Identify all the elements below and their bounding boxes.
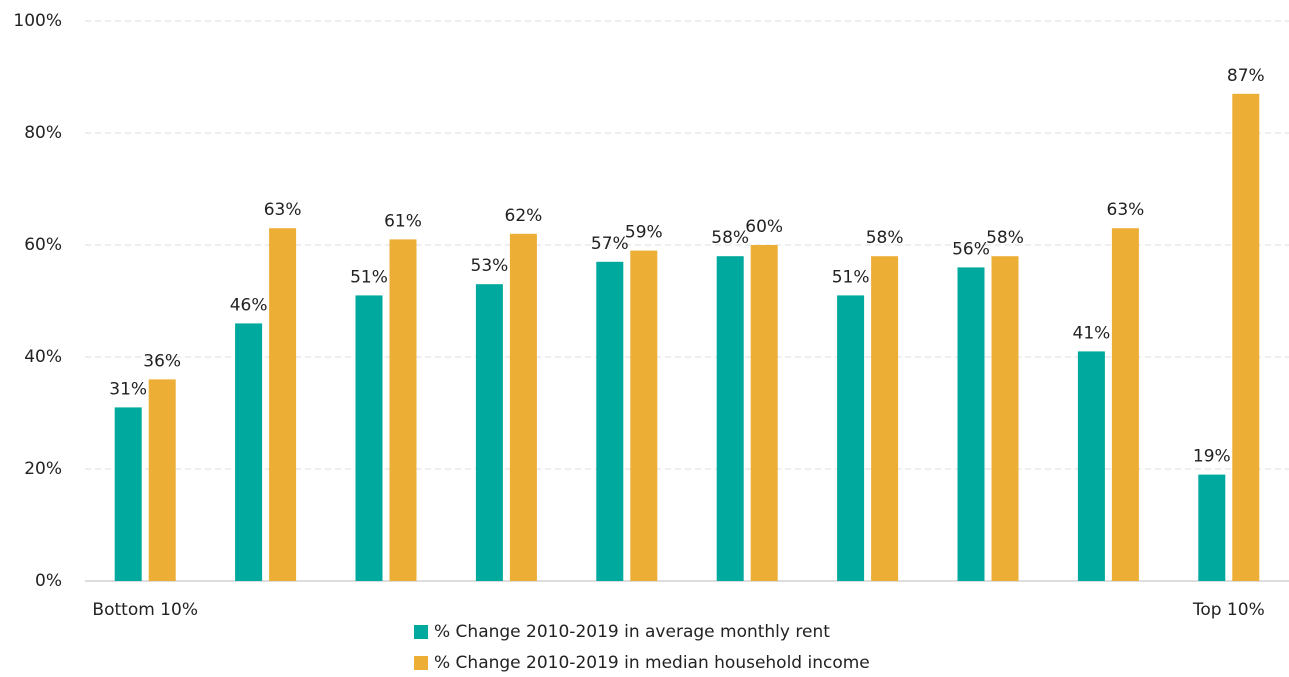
x-tick-label: Top 10% [1192, 600, 1265, 620]
legend-swatch [414, 656, 428, 670]
bar [1232, 93, 1260, 582]
value-label: 31% [109, 379, 147, 399]
value-label: 87% [1227, 66, 1265, 86]
value-label: 53% [471, 256, 509, 276]
bar [630, 250, 658, 581]
y-tick-label: 100% [13, 11, 62, 31]
legend-label: % Change 2010-2019 in median household i… [434, 653, 870, 673]
value-label: 62% [505, 206, 543, 226]
value-label: 58% [986, 228, 1024, 248]
value-label: 36% [143, 351, 181, 371]
value-label: 57% [591, 234, 629, 254]
bar [1198, 474, 1226, 581]
bar [1077, 351, 1105, 581]
y-tick-label: 80% [24, 123, 62, 143]
legend-swatch [414, 625, 428, 639]
legend-label: % Change 2010-2019 in average monthly re… [434, 622, 830, 642]
bar [991, 256, 1019, 581]
x-tick-label: Bottom 10% [92, 600, 198, 620]
bar [235, 323, 263, 581]
bar [114, 407, 142, 581]
value-label: 63% [264, 200, 302, 220]
bar [596, 261, 624, 581]
value-label: 56% [952, 239, 990, 259]
bar [475, 284, 503, 581]
value-label: 58% [866, 228, 904, 248]
value-label: 63% [1107, 200, 1145, 220]
bar [269, 228, 297, 581]
value-label: 61% [384, 211, 422, 231]
y-tick-label: 20% [24, 459, 62, 479]
y-tick-label: 40% [24, 347, 62, 367]
value-label: 19% [1193, 447, 1231, 467]
value-label: 60% [745, 217, 783, 237]
bar [716, 256, 744, 581]
y-tick-label: 60% [24, 235, 62, 255]
bar [957, 267, 985, 581]
value-label: 51% [832, 267, 870, 287]
value-label: 41% [1073, 323, 1111, 343]
value-label: 46% [230, 295, 268, 315]
value-label: 51% [350, 267, 388, 287]
bar [871, 256, 899, 581]
bar [389, 239, 417, 581]
bar [355, 295, 383, 581]
y-tick-label: 0% [35, 571, 62, 591]
value-label: 59% [625, 223, 663, 243]
bar [148, 379, 176, 581]
value-label: 58% [711, 228, 749, 248]
bar [750, 245, 778, 581]
bar [1111, 228, 1139, 581]
bar [509, 233, 537, 582]
bar [837, 295, 865, 581]
